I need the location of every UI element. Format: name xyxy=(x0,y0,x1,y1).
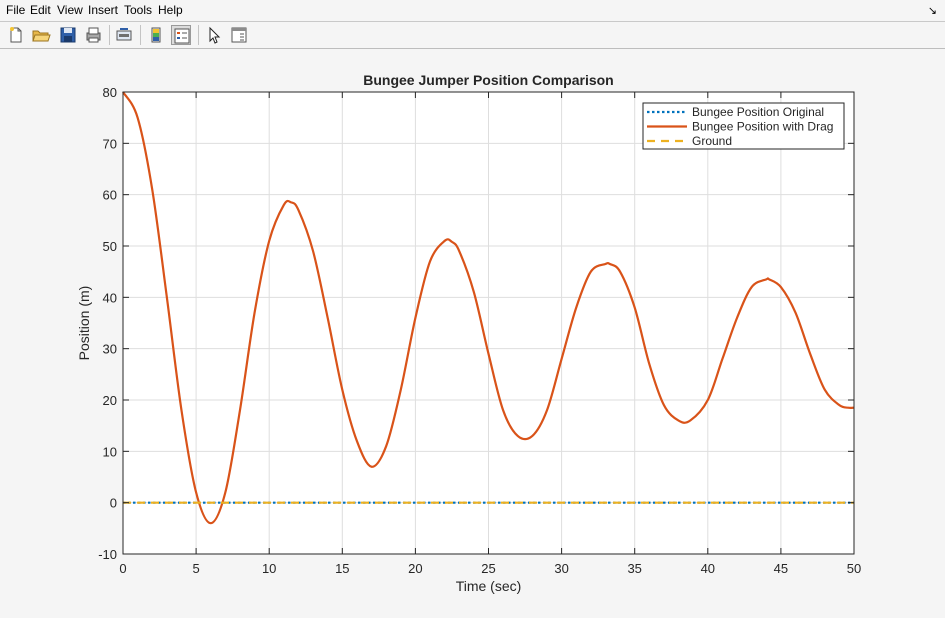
y-tick-label: 40 xyxy=(103,290,117,305)
y-tick-label: 20 xyxy=(103,393,117,408)
open-file-icon[interactable] xyxy=(31,25,51,45)
x-tick-label: 25 xyxy=(481,561,495,576)
y-tick-label: 30 xyxy=(103,342,117,357)
x-tick-label: 50 xyxy=(847,561,861,576)
x-tick-label: 0 xyxy=(119,561,126,576)
new-figure-icon[interactable] xyxy=(6,25,26,45)
legend-entry: Ground xyxy=(692,134,732,148)
colorbar-icon[interactable] xyxy=(146,25,166,45)
menu-tools[interactable]: Tools xyxy=(124,3,153,17)
save-icon[interactable] xyxy=(58,25,78,45)
x-tick-label: 20 xyxy=(408,561,422,576)
menu-view[interactable]: View xyxy=(57,3,83,17)
menu-insert[interactable]: Insert xyxy=(88,3,119,17)
x-tick-label: 10 xyxy=(262,561,276,576)
x-tick-label: 15 xyxy=(335,561,349,576)
y-tick-label: 70 xyxy=(103,136,117,151)
menu-bar: File Edit View Insert Tools Help ↘ xyxy=(0,0,945,22)
y-tick-label: 50 xyxy=(103,239,117,254)
toolbar-separator xyxy=(109,25,110,45)
x-tick-label: 30 xyxy=(554,561,568,576)
y-tick-label: 10 xyxy=(103,444,117,459)
y-tick-label: 60 xyxy=(103,188,117,203)
x-tick-label: 5 xyxy=(192,561,199,576)
menu-help[interactable]: Help xyxy=(158,3,183,17)
y-tick-label: 80 xyxy=(103,85,117,100)
link-plot-icon[interactable] xyxy=(114,25,134,45)
property-inspector-icon[interactable] xyxy=(229,25,249,45)
chart-title: Bungee Jumper Position Comparison xyxy=(363,72,613,88)
pointer-icon[interactable] xyxy=(204,25,224,45)
y-tick-label: 0 xyxy=(110,496,117,511)
print-icon[interactable] xyxy=(83,25,103,45)
y-axis-label: Position (m) xyxy=(76,286,92,361)
drag-position-line xyxy=(122,91,855,525)
chart: 0 5 10 15 20 25 30 35 40 45 50-1001020304050607080… xyxy=(76,72,861,594)
legend-entry: Bungee Position Original xyxy=(692,105,824,119)
menu-edit[interactable]: Edit xyxy=(30,3,51,17)
legend-entry: Bungee Position with Drag xyxy=(692,120,833,134)
toolbar-separator xyxy=(198,25,199,45)
x-tick-label: 40 xyxy=(701,561,715,576)
series-layer xyxy=(122,91,855,525)
menu-file[interactable]: File xyxy=(6,3,26,17)
legend-icon[interactable] xyxy=(171,25,191,45)
x-tick-label: 35 xyxy=(627,561,641,576)
x-tick-label: 45 xyxy=(774,561,788,576)
figure-canvas: 0 5 10 15 20 25 30 35 40 45 50 -10 0 10 20 30 40 50 60 70 80… xyxy=(0,49,945,618)
x-axis-label: Time (sec) xyxy=(456,578,522,594)
toolbar-separator xyxy=(140,25,141,45)
y-tick-label: -10 xyxy=(98,547,117,562)
figure-toolbar xyxy=(0,22,945,49)
dock-figure-icon[interactable]: ↘ xyxy=(927,5,937,17)
